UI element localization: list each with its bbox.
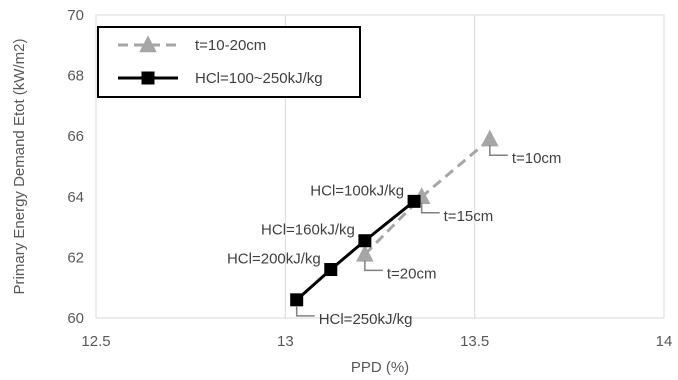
y-tick-label: 70 bbox=[67, 7, 84, 24]
annotation-label: t=20cm bbox=[387, 265, 437, 282]
annotation-label: HCl=160kJ/kg bbox=[261, 222, 355, 239]
y-axis-title: Primary Energy Demand Etot (kW/m2) bbox=[11, 39, 28, 295]
legend-entry: t=10-20cm bbox=[118, 35, 266, 54]
square-marker bbox=[290, 293, 304, 307]
y-tick-label: 64 bbox=[67, 189, 84, 206]
series-2 bbox=[290, 194, 421, 307]
annotation-leader bbox=[489, 145, 508, 156]
annotation-leader bbox=[364, 260, 383, 272]
x-tick-label: 12.5 bbox=[81, 333, 110, 350]
y-tick-label: 62 bbox=[67, 249, 84, 266]
triangle-marker bbox=[139, 35, 157, 53]
legend-label: t=10-20cm bbox=[195, 37, 266, 54]
x-tick-label: 14 bbox=[656, 333, 673, 350]
y-tick-label: 68 bbox=[67, 68, 84, 85]
square-marker bbox=[407, 194, 421, 208]
square-marker bbox=[324, 263, 338, 277]
legend-box bbox=[97, 26, 361, 98]
annotation-leader bbox=[420, 202, 440, 214]
y-tick-label: 66 bbox=[67, 128, 84, 145]
annotation-leader bbox=[295, 305, 315, 317]
annotation-label: HCl=100kJ/kg bbox=[310, 182, 404, 199]
plot-border bbox=[95, 14, 665, 319]
triangle-marker bbox=[481, 129, 499, 147]
annotations: t=10cm t=15cm t=20cm HCl=100kJ/kg HCl=160kJ/… bbox=[227, 145, 561, 328]
tick-labels: 12.5 13 13.5 14 60 62 64 66 68 70 bbox=[67, 7, 672, 350]
series-layer bbox=[290, 129, 499, 307]
square-marker bbox=[358, 234, 372, 248]
legend-label: HCl=100~250kJ/kg bbox=[195, 70, 323, 87]
legend: t=10-20cm HCl=100~250kJ/kg bbox=[97, 26, 361, 98]
y-tick-label: 60 bbox=[67, 310, 84, 327]
x-tick-label: 13.5 bbox=[460, 333, 489, 350]
annotation-label: HCl=250kJ/kg bbox=[319, 311, 413, 328]
x-tick-label: 13 bbox=[277, 333, 294, 350]
legend-entry: HCl=100~250kJ/kg bbox=[118, 70, 323, 87]
annotation-label: t=10cm bbox=[512, 150, 562, 167]
annotation-label: HCl=200kJ/kg bbox=[227, 251, 321, 268]
annotation-label: t=15cm bbox=[444, 208, 494, 225]
x-axis-title: PPD (%) bbox=[351, 359, 409, 376]
series-line bbox=[295, 200, 416, 301]
square-marker bbox=[141, 71, 155, 85]
triangle-marker bbox=[356, 244, 374, 262]
